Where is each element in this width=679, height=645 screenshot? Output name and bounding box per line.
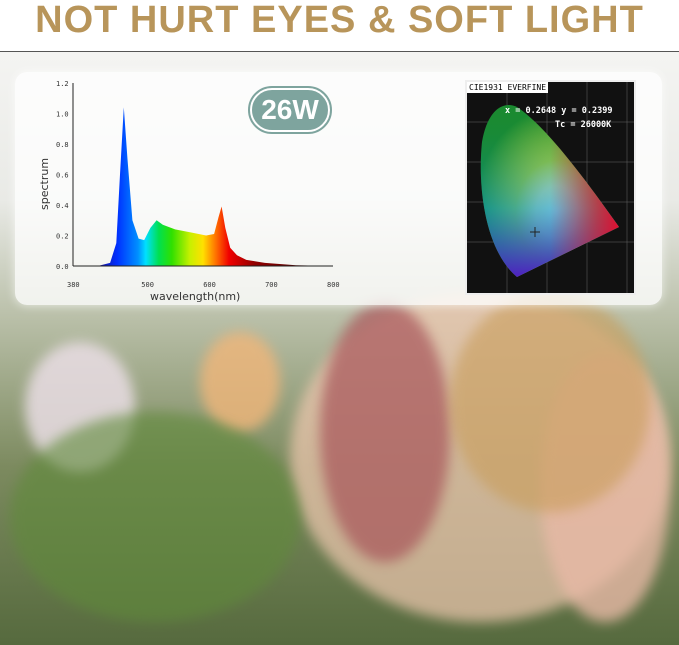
wattage-badge: 26W <box>248 86 332 134</box>
aquarium-plants <box>10 412 300 622</box>
y-tick-label: 0.8 <box>56 141 69 149</box>
cie-chromaticity-diagram: CIE1931 EVERFINE x = 0.2648 y = 0.2399 T… <box>465 80 636 295</box>
fish <box>200 332 280 432</box>
cie-title: CIE1931 EVERFINE <box>467 82 549 93</box>
chromaticity-marker <box>530 227 540 237</box>
header: NOT HURT EYES & SOFT LIGHT <box>0 0 679 52</box>
y-axis-label: spectrum <box>38 158 51 210</box>
y-tick-label: 1.2 <box>56 80 69 88</box>
color-temperature: Tc = 26000K <box>555 120 612 130</box>
cie-coordinates: x = 0.2648 y = 0.2399 <box>505 106 613 116</box>
x-tick-label: 380 <box>67 281 80 289</box>
spectrum-area <box>97 107 333 267</box>
divider <box>0 51 679 52</box>
x-tick-label: 800 <box>327 281 340 289</box>
spectrum-chart: 0.0 0.2 0.4 0.6 0.8 1.0 1.2 380 500 600 700 800 wav… <box>38 80 340 303</box>
hair <box>450 292 650 512</box>
x-tick-label: 700 <box>265 281 278 289</box>
person-boy <box>320 302 450 562</box>
y-tick-label: 0.4 <box>56 202 69 210</box>
y-tick-label: 0.0 <box>56 263 69 271</box>
y-tick-label: 0.6 <box>56 172 69 180</box>
x-tick-label: 600 <box>203 281 216 289</box>
x-tick-label: 500 <box>141 281 154 289</box>
headline: NOT HURT EYES & SOFT LIGHT <box>35 0 644 41</box>
x-axis-label: wavelength(nm) <box>150 290 240 303</box>
y-tick-label: 0.2 <box>56 233 69 241</box>
y-tick-label: 1.0 <box>56 111 69 119</box>
cie-diagram-graphic <box>467 82 634 293</box>
